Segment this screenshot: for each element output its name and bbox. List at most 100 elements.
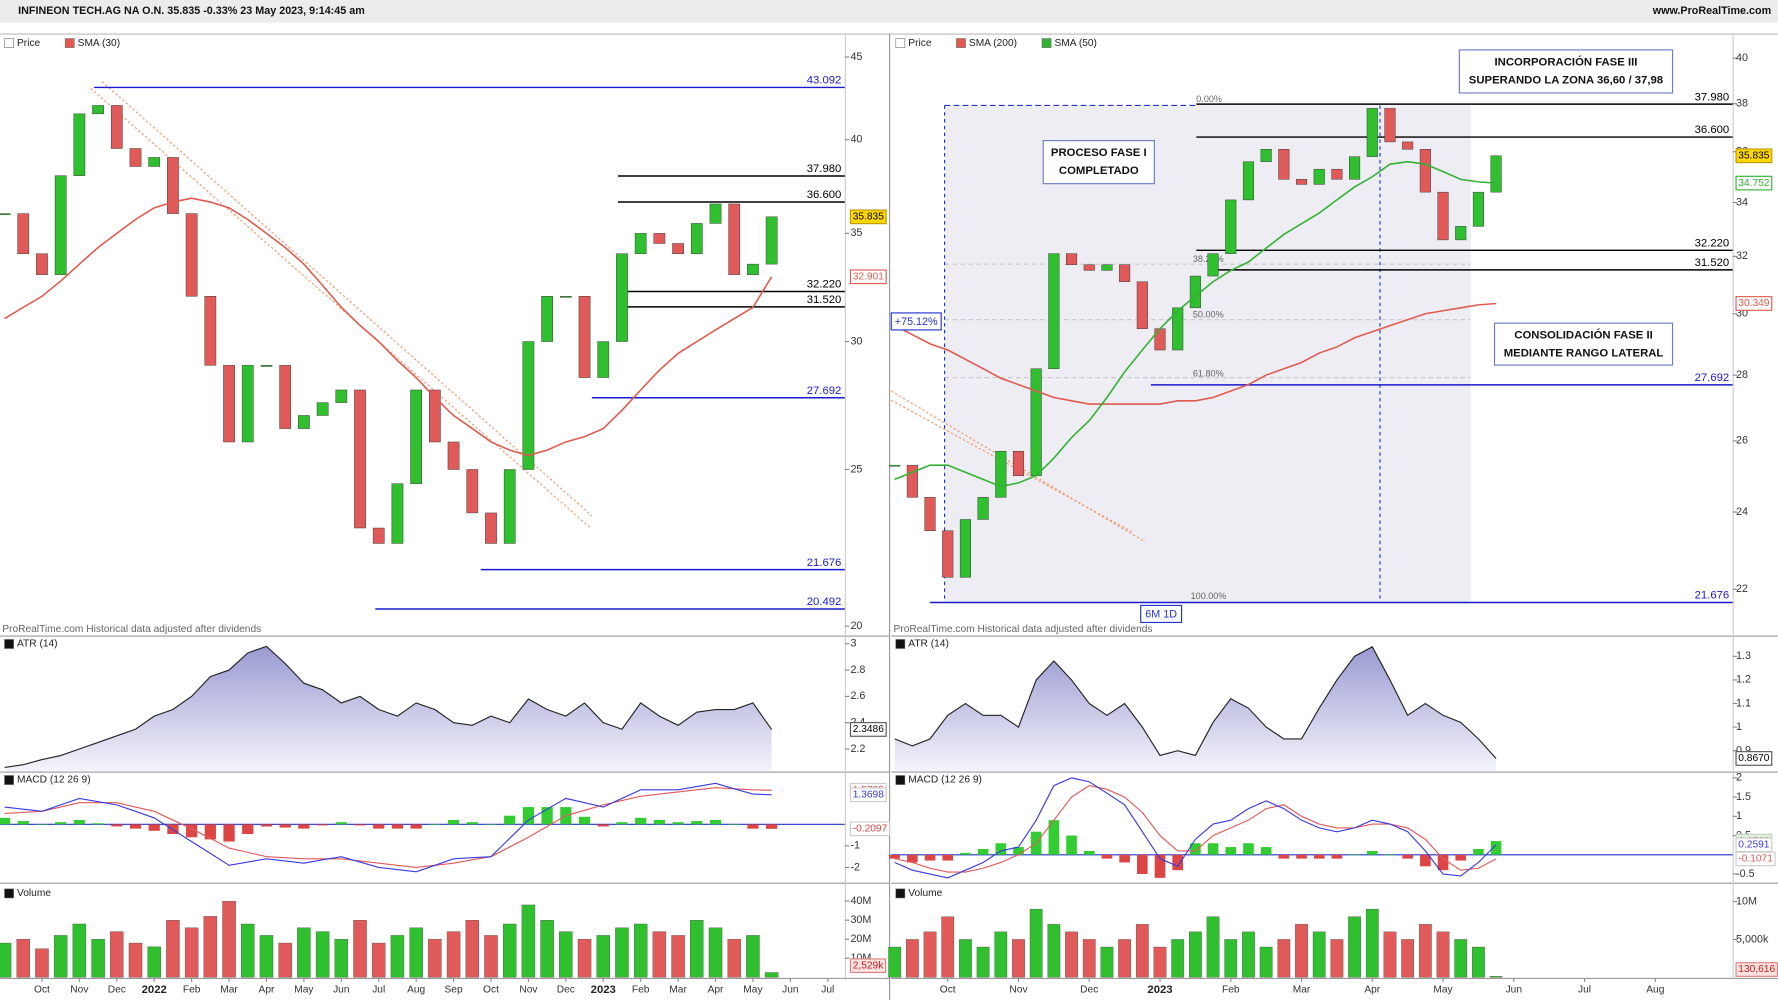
volume-bar (147, 946, 161, 978)
x-tick-label: 2022 (142, 984, 167, 996)
volume-bar (1153, 946, 1167, 978)
level-label: 20.492 (807, 596, 842, 608)
volume-bar (764, 972, 779, 978)
candle (578, 296, 591, 378)
volume-bar (521, 904, 536, 978)
volume-bar (91, 939, 105, 978)
x-tick-label: Jul (372, 984, 385, 995)
candle (335, 389, 348, 403)
last-value-box (1735, 148, 1773, 164)
fib-label: 0.00% (1196, 94, 1222, 104)
x-tick-label: Oct (34, 984, 50, 995)
fib-label: 50.00% (1193, 310, 1224, 320)
candle (54, 175, 67, 275)
candle (1048, 253, 1060, 369)
histogram-bar (1437, 854, 1449, 871)
legend-label: Volume (17, 888, 51, 899)
x-tick-label: Dec (108, 984, 126, 995)
x-tick-label: Apr (259, 984, 275, 995)
candle (129, 148, 142, 167)
histogram-bar (55, 822, 67, 825)
volume-bar (1171, 939, 1185, 978)
annotation-text: CONSOLIDACIÓN FASE II (1514, 329, 1652, 342)
histogram-bar (1172, 854, 1184, 871)
volume-bar (372, 942, 386, 978)
volume-bar (1259, 946, 1273, 978)
y-tick-label: 25 (850, 463, 862, 475)
y-tick-label: 2.8 (850, 664, 865, 676)
volume-bar (128, 942, 143, 978)
candle (36, 253, 48, 275)
histogram-bar (316, 824, 329, 826)
channel-line (101, 81, 593, 517)
volume-bar (110, 931, 124, 978)
x-tick-label: Nov (1009, 984, 1028, 995)
range-label: +75.12% (895, 316, 938, 328)
x-tick-label: Nov (519, 984, 538, 995)
atr-line (894, 646, 1497, 759)
volume-bar (315, 931, 330, 978)
histogram-bar (635, 817, 647, 825)
histogram-bar (924, 854, 936, 861)
candle (1437, 191, 1449, 241)
histogram-bar (1278, 854, 1290, 859)
volume-bar (203, 916, 218, 978)
macd-line (4, 782, 772, 873)
volume-bar (1365, 908, 1379, 978)
candle (110, 105, 123, 149)
volume-bar (959, 939, 972, 978)
y-tick-label: 22 (1736, 583, 1748, 595)
annotation-text: MEDIANTE RANGO LATERAL (1504, 348, 1664, 360)
histogram-bar (111, 824, 123, 827)
histogram-bar (466, 822, 478, 825)
volume-bar (297, 927, 311, 978)
y-tick-label: 26 (1736, 435, 1748, 447)
volume-bar (690, 920, 704, 978)
x-tick-label: May (1433, 984, 1453, 995)
volume-bar (994, 931, 1008, 978)
candle (942, 530, 954, 578)
x-tick-label: Apr (1364, 984, 1380, 995)
volume-bar (353, 920, 367, 978)
volume-bar (1472, 946, 1485, 978)
candle (298, 415, 310, 429)
histogram-bar (242, 824, 254, 835)
candle (1384, 108, 1396, 143)
candle (1136, 281, 1148, 329)
histogram-bar (1243, 843, 1254, 855)
y-tick-label: 1.5 (1736, 791, 1751, 803)
candle (167, 157, 179, 214)
volume-bar (888, 946, 902, 978)
candle (410, 389, 422, 484)
x-tick-label: Mar (1293, 984, 1311, 995)
volume-bar (671, 935, 685, 978)
histogram-bar (92, 823, 104, 825)
volume-bar (72, 923, 87, 978)
histogram-bar (889, 854, 900, 859)
volume-bar (746, 935, 760, 978)
candle (148, 157, 161, 167)
volume-bar (446, 931, 461, 978)
y-tick-label: 1.1 (1736, 697, 1751, 709)
candle (1012, 450, 1025, 476)
last-value-tag: 0.8670 (1738, 753, 1769, 764)
y-tick-label: 1.2 (1736, 674, 1751, 686)
x-tick-label: Oct (483, 984, 499, 995)
y-tick-label: 40M (850, 895, 871, 907)
candle (223, 365, 235, 443)
histogram-bar (907, 854, 918, 863)
histogram-bar (709, 820, 722, 825)
candle (522, 341, 535, 470)
legend-swatch (4, 639, 14, 649)
histogram-bar (279, 824, 291, 828)
histogram-bar (223, 824, 235, 842)
site-link[interactable]: www.ProRealTime.com (1652, 5, 1771, 17)
y-tick-label: 20 (850, 620, 862, 632)
volume-bar (278, 942, 292, 978)
volume-bar (652, 931, 667, 978)
volume-bar (1012, 939, 1025, 978)
histogram-bar (1473, 849, 1484, 855)
histogram-bar (0, 817, 11, 825)
candle (924, 497, 936, 531)
candle (653, 233, 666, 244)
